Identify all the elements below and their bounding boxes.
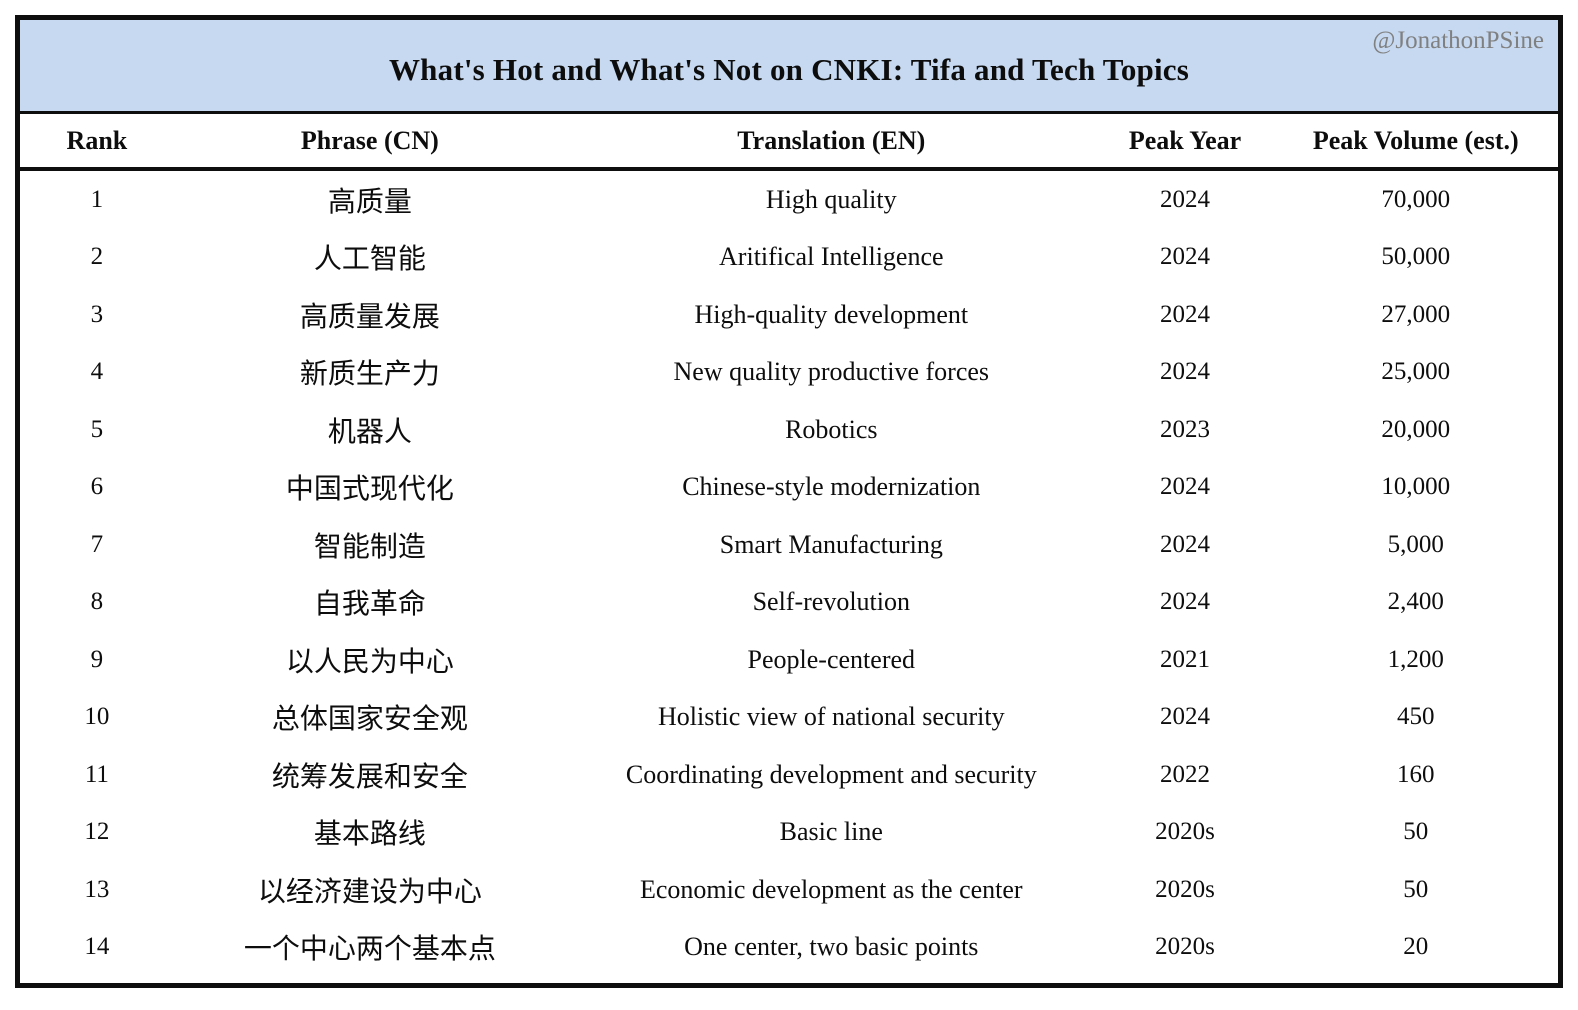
cell-phrase-cn: 高质量 xyxy=(327,186,412,218)
cell-translation-en: Chinese-style modernization xyxy=(682,472,981,502)
cell-peak-year: 2024 xyxy=(1160,530,1211,558)
column-header-peak-volume: Peak Volume (est.) xyxy=(1273,114,1558,171)
cell-rank: 5 xyxy=(90,415,104,443)
watermark-handle: @JonathonPSine xyxy=(1372,27,1544,54)
cell-peak-volume: 2,400 xyxy=(1387,588,1444,616)
cell-rank: 4 xyxy=(90,358,104,386)
cell-rank: 6 xyxy=(90,473,104,501)
cell-peak-volume: 160 xyxy=(1396,760,1435,788)
cell-translation-en: Basic line xyxy=(779,817,883,847)
column-header-peak-year: Peak Year xyxy=(1096,114,1274,171)
cell-peak-year: 2021 xyxy=(1160,645,1211,673)
cell-translation-en: Economic development as the center xyxy=(639,874,1023,904)
cell-rank: 1 xyxy=(90,185,104,213)
table-row: 5 机器人 Robotics 2023 20,000 xyxy=(20,401,1558,459)
cell-rank: 2 xyxy=(90,243,104,271)
cell-peak-volume: 1,200 xyxy=(1387,645,1444,673)
cell-peak-year: 2020s xyxy=(1155,818,1215,846)
table-row: 10 总体国家安全观 Holistic view of national sec… xyxy=(20,689,1558,747)
cell-peak-year: 2020s xyxy=(1155,875,1215,903)
cell-rank: 3 xyxy=(90,300,104,328)
cell-rank: 13 xyxy=(84,875,110,903)
cell-phrase-cn: 自我革命 xyxy=(313,589,426,621)
cell-peak-volume: 5,000 xyxy=(1387,530,1444,558)
cell-peak-volume: 50 xyxy=(1403,818,1429,846)
cell-phrase-cn: 智能制造 xyxy=(313,531,426,563)
cell-phrase-cn: 基本路线 xyxy=(313,819,426,851)
cell-translation-en: Holistic view of national security xyxy=(657,702,1005,732)
cell-peak-year: 2024 xyxy=(1160,703,1211,731)
cell-peak-volume: 450 xyxy=(1396,703,1435,731)
table-row: 4 新质生产力 New quality productive forces 20… xyxy=(20,344,1558,402)
table-row: 12 基本路线 Basic line 2020s 50 xyxy=(20,804,1558,862)
cell-peak-volume: 50 xyxy=(1403,875,1429,903)
cell-phrase-cn: 一个中心两个基本点 xyxy=(243,934,496,966)
cell-peak-year: 2024 xyxy=(1160,358,1211,386)
cell-peak-volume: 10,000 xyxy=(1381,473,1451,501)
cell-translation-en: High-quality development xyxy=(694,299,969,329)
table-row: 6 中国式现代化 Chinese-style modernization 202… xyxy=(20,459,1558,517)
cell-phrase-cn: 以人民为中心 xyxy=(285,646,454,678)
table-row: 8 自我革命 Self-revolution 2024 2,400 xyxy=(20,574,1558,632)
table-row: 3 高质量发展 High-quality development 2024 27… xyxy=(20,286,1558,344)
cell-peak-year: 2024 xyxy=(1160,300,1211,328)
cell-translation-en: One center, two basic points xyxy=(684,932,979,962)
cell-translation-en: People-centered xyxy=(747,644,916,674)
cell-translation-en: Smart Manufacturing xyxy=(719,529,943,559)
page-title: What's Hot and What's Not on CNKI: Tifa … xyxy=(388,51,1190,87)
table-row: 13 以经济建设为中心 Economic development as the … xyxy=(20,861,1558,919)
column-header-rank: Rank xyxy=(20,114,174,171)
cell-rank: 10 xyxy=(84,703,110,731)
cell-rank: 14 xyxy=(84,933,110,961)
cell-rank: 12 xyxy=(84,818,110,846)
table-row: 1 高质量 High quality 2024 70,000 xyxy=(20,169,1558,229)
cell-translation-en: Coordinating development and security xyxy=(625,759,1037,789)
cell-rank: 7 xyxy=(90,530,104,558)
cell-phrase-cn: 以经济建设为中心 xyxy=(257,876,482,908)
cell-peak-volume: 25,000 xyxy=(1381,358,1451,386)
cell-translation-en: New quality productive forces xyxy=(673,357,990,387)
cell-phrase-cn: 人工智能 xyxy=(313,244,426,276)
table-body: 1 高质量 High quality 2024 70,000 2 人工智能 Ar… xyxy=(20,169,1558,976)
cell-peak-year: 2024 xyxy=(1160,588,1211,616)
cell-translation-en: Aritifical Intelligence xyxy=(719,242,944,272)
cell-rank: 8 xyxy=(90,588,104,616)
cell-translation-en: Robotics xyxy=(785,414,878,444)
cell-peak-year: 2022 xyxy=(1160,760,1211,788)
table-frame: @JonathonPSine What's Hot and What's Not… xyxy=(15,15,1563,988)
table-row: 11 统筹发展和安全 Coordinating development and … xyxy=(20,746,1558,804)
cell-peak-year: 2024 xyxy=(1160,185,1211,213)
cell-translation-en: High quality xyxy=(765,184,897,214)
column-header-translation-en: Translation (EN) xyxy=(565,114,1097,171)
cell-rank: 9 xyxy=(90,645,104,673)
cell-phrase-cn: 机器人 xyxy=(327,416,412,448)
cell-peak-volume: 20,000 xyxy=(1381,415,1451,443)
cell-peak-volume: 50,000 xyxy=(1381,243,1451,271)
cell-peak-year: 2023 xyxy=(1160,415,1211,443)
column-header-phrase-cn: Phrase (CN) xyxy=(173,114,566,171)
table-row: 9 以人民为中心 People-centered 2021 1,200 xyxy=(20,631,1558,689)
cell-peak-volume: 70,000 xyxy=(1381,185,1451,213)
cell-phrase-cn: 中国式现代化 xyxy=(285,474,454,506)
cell-peak-year: 2024 xyxy=(1160,473,1211,501)
table-row: 14 一个中心两个基本点 One center, two basic point… xyxy=(20,919,1558,977)
table-header: Rank Phrase (CN) Translation (EN) Peak Y… xyxy=(20,114,1558,171)
cell-peak-year: 2020s xyxy=(1155,933,1215,961)
cell-rank: 11 xyxy=(84,760,109,788)
title-band: @JonathonPSine What's Hot and What's Not… xyxy=(20,20,1558,114)
cell-peak-volume: 27,000 xyxy=(1381,300,1451,328)
cell-peak-year: 2024 xyxy=(1160,243,1211,271)
cell-translation-en: Self-revolution xyxy=(752,587,910,617)
table-row: 2 人工智能 Aritifical Intelligence 2024 50,0… xyxy=(20,229,1558,287)
cell-peak-volume: 20 xyxy=(1403,933,1429,961)
cell-phrase-cn: 总体国家安全观 xyxy=(271,704,468,736)
cell-phrase-cn: 高质量发展 xyxy=(299,301,440,333)
table-row: 7 智能制造 Smart Manufacturing 2024 5,000 xyxy=(20,516,1558,574)
cell-phrase-cn: 新质生产力 xyxy=(299,359,440,391)
table-header-row: Rank Phrase (CN) Translation (EN) Peak Y… xyxy=(20,114,1558,171)
cell-phrase-cn: 统筹发展和安全 xyxy=(271,761,468,793)
cnki-topics-table: Rank Phrase (CN) Translation (EN) Peak Y… xyxy=(20,114,1558,976)
